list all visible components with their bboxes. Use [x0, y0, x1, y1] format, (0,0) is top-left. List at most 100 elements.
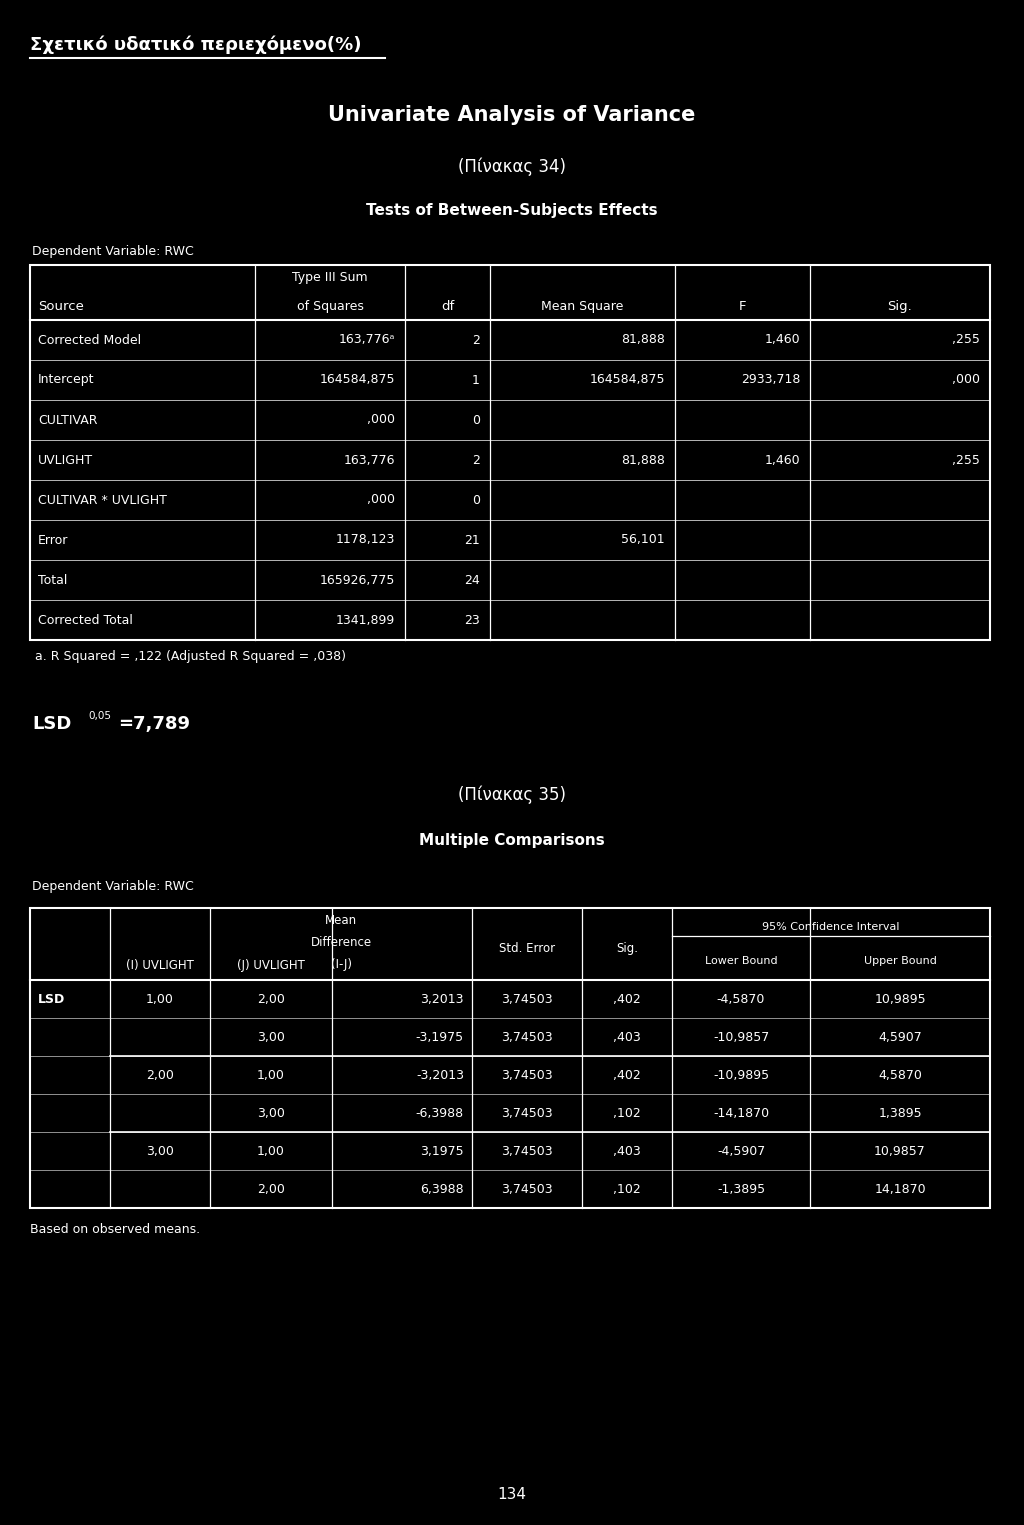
Text: 6,3988: 6,3988: [421, 1182, 464, 1196]
Text: ,402: ,402: [613, 1069, 641, 1081]
Text: Corrected Total: Corrected Total: [38, 613, 133, 627]
Text: 3,1975: 3,1975: [421, 1144, 464, 1157]
Text: ,403: ,403: [613, 1144, 641, 1157]
Text: 10,9895: 10,9895: [874, 993, 926, 1005]
Text: 164584,875: 164584,875: [590, 374, 665, 386]
Text: Mean: Mean: [325, 913, 357, 927]
Text: 2,00: 2,00: [257, 993, 285, 1005]
Text: CULTIVAR * UVLIGHT: CULTIVAR * UVLIGHT: [38, 494, 167, 506]
Text: Sig.: Sig.: [616, 942, 638, 955]
Text: 3,00: 3,00: [146, 1144, 174, 1157]
Text: 3,74503: 3,74503: [501, 1031, 553, 1043]
Text: 1,3895: 1,3895: [879, 1107, 922, 1119]
Text: ,000: ,000: [367, 413, 395, 427]
Text: Univariate Analysis of Variance: Univariate Analysis of Variance: [329, 105, 695, 125]
Text: 23: 23: [464, 613, 480, 627]
Text: 1,00: 1,00: [257, 1144, 285, 1157]
Text: Corrected Model: Corrected Model: [38, 334, 141, 346]
Text: 3,74503: 3,74503: [501, 993, 553, 1005]
Text: Std. Error: Std. Error: [499, 942, 555, 955]
Text: 2,00: 2,00: [257, 1182, 285, 1196]
Text: 81,888: 81,888: [622, 334, 665, 346]
Text: 3,00: 3,00: [257, 1107, 285, 1119]
Text: Dependent Variable: RWC: Dependent Variable: RWC: [32, 880, 194, 894]
Text: Multiple Comparisons: Multiple Comparisons: [419, 833, 605, 848]
Text: UVLIGHT: UVLIGHT: [38, 453, 93, 467]
Text: ,402: ,402: [613, 993, 641, 1005]
Text: Difference: Difference: [310, 936, 372, 949]
Text: 1,00: 1,00: [257, 1069, 285, 1081]
Text: 3,2013: 3,2013: [421, 993, 464, 1005]
Text: of Squares: of Squares: [297, 300, 364, 313]
Text: 1,460: 1,460: [764, 453, 800, 467]
Text: 2,00: 2,00: [146, 1069, 174, 1081]
Text: 1,00: 1,00: [146, 993, 174, 1005]
Text: ,102: ,102: [613, 1182, 641, 1196]
Text: 163,776: 163,776: [343, 453, 395, 467]
Text: a. R Squared = ,122 (Adjusted R Squared = ,038): a. R Squared = ,122 (Adjusted R Squared …: [35, 650, 346, 663]
Text: ,000: ,000: [367, 494, 395, 506]
Text: Source: Source: [38, 300, 84, 313]
Text: 2933,718: 2933,718: [740, 374, 800, 386]
Text: 3,74503: 3,74503: [501, 1069, 553, 1081]
Text: 3,74503: 3,74503: [501, 1144, 553, 1157]
Text: 2: 2: [472, 453, 480, 467]
Text: Total: Total: [38, 573, 68, 587]
Text: (Πίνακας 34): (Πίνακας 34): [458, 157, 566, 175]
Text: 0: 0: [472, 494, 480, 506]
Text: 3,00: 3,00: [257, 1031, 285, 1043]
Text: LSD: LSD: [32, 715, 72, 734]
Text: 134: 134: [498, 1487, 526, 1502]
Text: 21: 21: [464, 534, 480, 546]
Text: ,000: ,000: [952, 374, 980, 386]
Text: 24: 24: [464, 573, 480, 587]
Text: -4,5870: -4,5870: [717, 993, 765, 1005]
Text: ,403: ,403: [613, 1031, 641, 1043]
Text: Dependent Variable: RWC: Dependent Variable: RWC: [32, 246, 194, 258]
Text: -4,5907: -4,5907: [717, 1144, 765, 1157]
Text: Upper Bound: Upper Bound: [863, 956, 936, 965]
Text: 81,888: 81,888: [622, 453, 665, 467]
Text: Σχετικό υδατικό περιεχόμενο(%): Σχετικό υδατικό περιεχόμενο(%): [30, 35, 361, 53]
Text: 4,5907: 4,5907: [879, 1031, 922, 1043]
Text: CULTIVAR: CULTIVAR: [38, 413, 97, 427]
Text: 163,776ᵃ: 163,776ᵃ: [339, 334, 395, 346]
Text: 4,5870: 4,5870: [878, 1069, 922, 1081]
Text: 95% Confidence Interval: 95% Confidence Interval: [762, 923, 900, 932]
Text: 3,74503: 3,74503: [501, 1107, 553, 1119]
Text: -10,9895: -10,9895: [713, 1069, 769, 1081]
Text: 1341,899: 1341,899: [336, 613, 395, 627]
Text: 1: 1: [472, 374, 480, 386]
Text: 1,460: 1,460: [764, 334, 800, 346]
Text: 164584,875: 164584,875: [319, 374, 395, 386]
Text: 10,9857: 10,9857: [874, 1144, 926, 1157]
Text: 1178,123: 1178,123: [336, 534, 395, 546]
Text: -3,1975: -3,1975: [416, 1031, 464, 1043]
Text: -6,3988: -6,3988: [416, 1107, 464, 1119]
Text: (I) UVLIGHT: (I) UVLIGHT: [126, 959, 194, 971]
Text: ,255: ,255: [952, 334, 980, 346]
Text: Sig.: Sig.: [888, 300, 912, 313]
Text: 0,05: 0,05: [88, 711, 111, 721]
Text: 2: 2: [472, 334, 480, 346]
Text: Error: Error: [38, 534, 69, 546]
Text: Mean Square: Mean Square: [542, 300, 624, 313]
Text: ,102: ,102: [613, 1107, 641, 1119]
Text: -1,3895: -1,3895: [717, 1182, 765, 1196]
Text: (Πίνακας 35): (Πίνακας 35): [458, 785, 566, 804]
Bar: [30, 265, 990, 640]
Text: 14,1870: 14,1870: [874, 1182, 926, 1196]
Text: =7,789: =7,789: [118, 715, 190, 734]
Text: (J) UVLIGHT: (J) UVLIGHT: [238, 959, 305, 971]
Text: Type III Sum: Type III Sum: [292, 271, 368, 284]
Bar: [30, 907, 990, 1208]
Text: Based on observed means.: Based on observed means.: [30, 1223, 200, 1235]
Text: ,255: ,255: [952, 453, 980, 467]
Text: Tests of Between-Subjects Effects: Tests of Between-Subjects Effects: [367, 203, 657, 218]
Text: -10,9857: -10,9857: [713, 1031, 769, 1043]
Text: 0: 0: [472, 413, 480, 427]
Text: df: df: [441, 300, 454, 313]
Text: (I-J): (I-J): [331, 958, 351, 971]
Text: Lower Bound: Lower Bound: [705, 956, 777, 965]
Text: Intercept: Intercept: [38, 374, 94, 386]
